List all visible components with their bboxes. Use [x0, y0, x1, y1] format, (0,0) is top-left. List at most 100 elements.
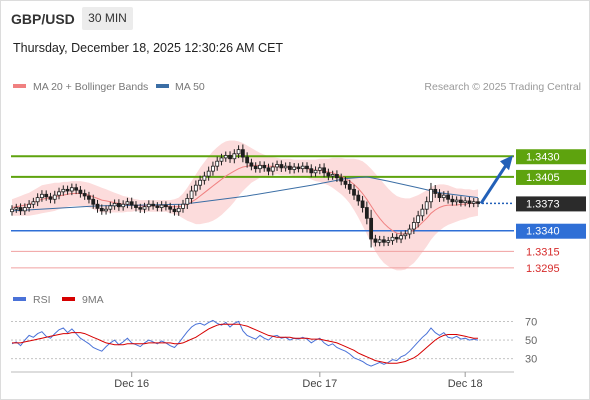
- bollinger-bands: [12, 140, 478, 271]
- candle-body: [292, 166, 297, 170]
- bollinger-band-area: [12, 140, 478, 271]
- timeframe-badge[interactable]: 30 MIN: [82, 7, 133, 30]
- candle-body: [253, 165, 258, 170]
- candle-body: [275, 164, 279, 168]
- candle-body: [386, 240, 391, 243]
- candle-body: [155, 205, 160, 208]
- candle-body: [164, 204, 168, 208]
- candle-body: [104, 208, 108, 212]
- candle-body: [176, 207, 181, 213]
- candle-body: [189, 190, 194, 199]
- candle-body: [240, 149, 245, 158]
- projection-arrow: [479, 155, 513, 205]
- candle-body: [394, 236, 399, 240]
- candle-body: [69, 187, 74, 192]
- candle-body: [424, 201, 429, 210]
- candle-body: [411, 222, 416, 230]
- candle-body: [279, 164, 284, 169]
- candle-body: [283, 165, 288, 169]
- candle-body: [44, 193, 49, 198]
- resistance-label-box: [516, 169, 586, 185]
- timestamp: Thursday, December 18, 2025 12:30:26 AM …: [13, 41, 284, 55]
- candle-body: [61, 188, 66, 193]
- candle-body: [437, 193, 442, 199]
- support-label-light: 1.3315: [526, 246, 560, 258]
- candle-body: [112, 203, 117, 207]
- candle-body: [373, 238, 378, 243]
- ma20-legend-label: MA 20 + Bollinger Bands: [33, 81, 148, 93]
- candle-body: [390, 236, 395, 242]
- candle-body: [138, 207, 143, 210]
- rsi-tick-label: 30: [525, 354, 537, 366]
- rsi-legend-label: RSI: [33, 294, 51, 306]
- candle-body: [202, 175, 207, 181]
- candle-body: [27, 203, 31, 208]
- candle-body: [228, 155, 232, 160]
- current-price-label-box: [516, 196, 586, 212]
- price-levels: 1.3430 1.3405 1.3340 1.3315 1.3295 1.3373: [11, 149, 586, 275]
- candle-body: [270, 166, 275, 172]
- candle-body: [330, 174, 335, 177]
- candle-body: [211, 165, 215, 172]
- rsi-legend: RSI 9MA: [13, 294, 104, 306]
- candle-body: [146, 203, 151, 208]
- candle-body: [403, 233, 408, 237]
- candle-body: [65, 188, 70, 192]
- resistance-label: 1.3430: [526, 151, 560, 163]
- candle-body: [407, 228, 412, 235]
- candle-body: [377, 239, 382, 243]
- ma20-legend-swatch: [13, 84, 26, 88]
- time-axis: Dec 16 Dec 17 Dec 18: [11, 371, 514, 390]
- candle-body: [185, 198, 190, 205]
- candle-body: [78, 189, 83, 194]
- candle-body: [322, 167, 326, 174]
- rsi-tick-label: 50: [525, 335, 537, 347]
- candle-body: [142, 206, 147, 210]
- candle-body: [198, 179, 203, 186]
- support-label-box: [516, 223, 586, 239]
- candle-body: [168, 206, 173, 210]
- candle-body: [232, 153, 237, 160]
- candle-body: [343, 180, 348, 185]
- candle-body: [300, 165, 305, 170]
- candle-body: [420, 208, 425, 217]
- time-axis-label: Dec 16: [114, 378, 149, 390]
- candle-body: [266, 167, 271, 172]
- candle-body: [245, 156, 250, 164]
- candle-body: [57, 191, 61, 196]
- rsi-line: [11, 319, 479, 367]
- time-axis-label: Dec 17: [302, 378, 337, 390]
- candle-body: [476, 201, 480, 204]
- candle-body: [335, 174, 339, 179]
- candle-body: [134, 204, 138, 208]
- candle-body: [433, 188, 438, 194]
- current-price-label: 1.3373: [526, 198, 560, 210]
- rsi-tick-label: 70: [525, 316, 537, 328]
- candle-body: [309, 168, 314, 174]
- candle-body: [249, 162, 254, 167]
- candle-body: [125, 201, 130, 205]
- candle-body: [305, 165, 309, 170]
- candle-body: [108, 205, 113, 210]
- candle-body: [467, 200, 472, 204]
- support-label-light: 1.3295: [526, 263, 560, 275]
- candle-body: [382, 239, 386, 243]
- candle-body: [121, 203, 126, 208]
- rsi-panel: 70 50 30: [11, 316, 537, 367]
- candle-body: [10, 208, 14, 213]
- candle-body: [40, 193, 44, 199]
- candle-body: [82, 193, 87, 197]
- candle-body: [258, 164, 262, 170]
- rsi-legend-swatch: [13, 297, 26, 301]
- candle-body: [347, 183, 352, 190]
- candle-body: [181, 203, 185, 209]
- resistance-label-box: [516, 149, 586, 165]
- candle-body: [48, 196, 53, 200]
- projection-arrow-shaft: [479, 164, 508, 205]
- candle-body: [116, 203, 121, 208]
- projection-arrow-head: [500, 155, 513, 171]
- candle-body: [369, 217, 374, 240]
- candle-body: [99, 207, 104, 212]
- candle-body: [262, 164, 267, 169]
